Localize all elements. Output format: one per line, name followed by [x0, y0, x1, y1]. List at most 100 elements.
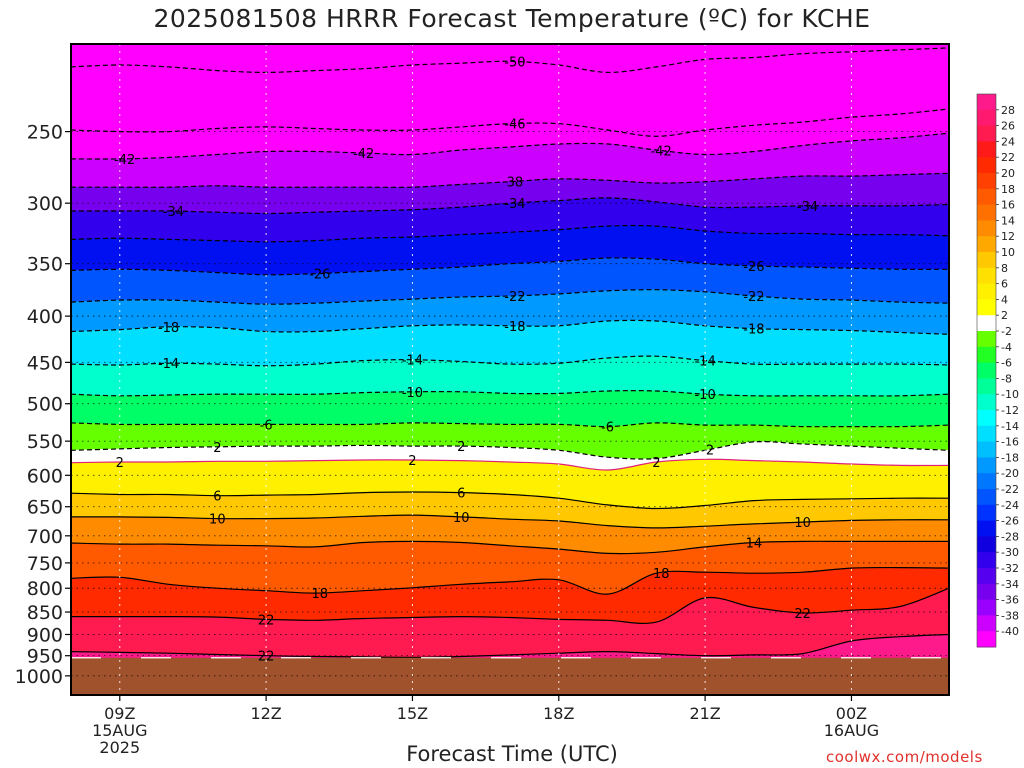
isotherm-6: [71, 491, 949, 510]
colorbar-label: 28: [1001, 104, 1015, 117]
plot-frame: [70, 43, 950, 696]
contour-label: -22: [743, 290, 764, 305]
contour-label: 2: [408, 454, 416, 469]
x-tick-label: 15Z: [397, 704, 428, 723]
colorbar-label: 22: [1001, 151, 1015, 164]
isotherm-10: [71, 514, 949, 529]
colorbar-swatch: [977, 362, 996, 379]
y-tick-label: 400: [27, 306, 63, 328]
colorbar-label: -4: [1001, 341, 1012, 354]
x-tick-label: 21Z: [689, 704, 720, 723]
y-tick-label: 250: [27, 122, 63, 144]
y-tick-label: 600: [27, 465, 63, 487]
contour-label: 10: [794, 516, 811, 531]
colorbar-label: -36: [1001, 594, 1019, 607]
isotherm-14: [71, 540, 949, 555]
colorbar-swatch: [977, 410, 996, 427]
x-tick-label: 09Z: [104, 704, 135, 723]
isotherm--22: [71, 289, 949, 305]
contour-label: -18: [504, 320, 525, 335]
contour-label: 18: [653, 567, 670, 582]
x-tick-label: 12Z: [250, 704, 281, 723]
contour-label: -26: [743, 260, 764, 275]
contour-label: -6: [601, 421, 614, 436]
colorbar-label: 18: [1001, 183, 1015, 196]
contour-label: 18: [311, 587, 328, 602]
colorbar-swatch: [977, 615, 996, 632]
colorbar-swatch: [977, 425, 996, 443]
colorbar-swatch: [977, 631, 996, 648]
contour-label: -34: [797, 200, 818, 215]
y-tick-label: 700: [27, 526, 63, 548]
colorbar-legend: 28 26 24 22 20 18 16 14 12 10 8 6 4 2 -2 -4 -6 -8 -10 -12 -1…: [976, 93, 1019, 648]
y-tick-label: 350: [27, 254, 63, 276]
colorbar-label: 20: [1001, 167, 1015, 180]
colorbar-swatch: [977, 457, 996, 474]
colorbar-label: 8: [1001, 262, 1008, 275]
chart-title: 2025081508 HRRR Forecast Temperature (ºC…: [153, 4, 871, 33]
colorbar-swatch: [977, 283, 996, 300]
colorbar-swatch: [977, 394, 996, 411]
y-tick-label: 450: [27, 352, 63, 374]
contour-label: -18: [743, 323, 764, 338]
contour-label: 10: [453, 511, 470, 526]
colorbar-label: -14: [1001, 420, 1019, 433]
contour-label: -42: [353, 147, 374, 162]
contour-label: -46: [504, 118, 525, 133]
colorbar-label: -20: [1001, 467, 1019, 480]
y-tick-label: 850: [27, 602, 63, 624]
contour-label: 2: [213, 441, 221, 456]
contour-label: 14: [746, 536, 763, 551]
y-tick-label: 750: [27, 553, 63, 575]
isotherm--10: [71, 390, 949, 397]
colorbar-frame: [976, 93, 997, 648]
contour-label: 22: [794, 607, 811, 622]
colorbar-swatch: [977, 568, 996, 585]
colorbar-swatch: [977, 473, 996, 490]
contour-label: 2: [652, 456, 660, 471]
contour-label: -6: [260, 418, 273, 433]
contour-label: 6: [457, 487, 465, 502]
isotherm--50: [71, 47, 949, 74]
colorbar-label: -32: [1001, 562, 1019, 575]
contour-label: -18: [158, 321, 179, 336]
colorbar-swatch: [977, 331, 996, 348]
colorbar-label: 2: [1001, 309, 1008, 322]
isotherm--26: [71, 257, 949, 276]
contour-label: -14: [402, 354, 423, 369]
contour-label: 2: [706, 443, 714, 458]
colorbar-label: -22: [1001, 483, 1019, 496]
colorbar-swatch: [977, 267, 996, 285]
colorbar-label: -12: [1001, 404, 1019, 417]
isotherm--46: [71, 108, 949, 137]
isotherm-lines: [71, 47, 949, 659]
colorbar-label: -6: [1001, 357, 1012, 370]
colorbar-swatch: [977, 141, 996, 158]
isotherm--2: [71, 441, 949, 460]
contour-label: -26: [309, 267, 330, 282]
colorbar-label: -2: [1001, 325, 1012, 338]
colorbar-label: -40: [1001, 625, 1019, 638]
colorbar-swatch: [977, 236, 996, 253]
colorbar-swatch: [977, 188, 996, 206]
contour-label: -14: [158, 357, 179, 372]
colorbar-swatch: [977, 441, 996, 458]
colorbar-swatch: [977, 489, 996, 506]
y-axis: 2503003504004505005506006507007508008509…: [15, 122, 71, 688]
x-tick-label: 18Z: [543, 704, 574, 723]
isotherm-22: [71, 587, 949, 625]
contour-label: -42: [114, 153, 135, 168]
colorbar-swatch: [977, 220, 996, 237]
colorbar-swatch: [977, 315, 996, 332]
colorbar-label: -10: [1001, 388, 1019, 401]
x-tick-date: 15AUG: [92, 721, 147, 740]
isotherm-18: [71, 566, 949, 595]
colorbar-label: -18: [1001, 451, 1019, 464]
contour-label: 2: [457, 440, 465, 455]
grid-lines: [71, 44, 949, 695]
contour-label: -34: [504, 197, 525, 212]
x-axis-title: Forecast Time (UTC): [406, 742, 618, 766]
contour-label: 22: [258, 650, 275, 665]
contour-label: 10: [209, 513, 226, 528]
